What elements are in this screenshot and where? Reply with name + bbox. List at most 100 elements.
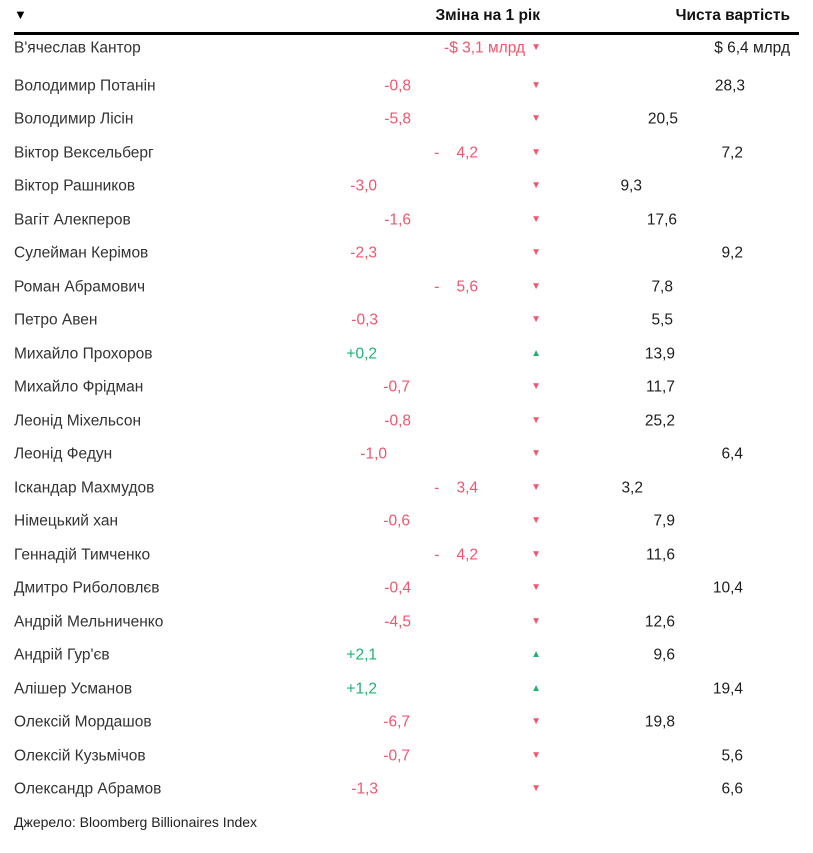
person-name: Михайло Прохоров	[14, 345, 153, 362]
table-row: Геннадій Тимченко - 4,2 ▼ 11,6	[0, 538, 813, 572]
source-note: Джерело: Bloomberg Billionaires Index	[14, 814, 258, 830]
net-worth-value: 7,8	[651, 278, 673, 295]
change-direction-icon: ▼	[531, 548, 541, 560]
person-name: Вагіт Алекперов	[14, 211, 131, 228]
net-worth-value: 7,9	[653, 512, 675, 530]
net-worth-value: 19,8	[644, 713, 675, 731]
table-row: Олексій Мордашов -6,7 ▼ 19,8	[0, 706, 813, 740]
change-direction-icon: ▼	[531, 414, 541, 426]
person-name: Віктор Вексельберг	[14, 144, 154, 161]
person-name: Роман Абрамович	[14, 278, 146, 295]
net-worth-value: 25,2	[644, 412, 675, 429]
table-row: Петро Авен -0,3 ▼ 5,5	[0, 304, 813, 338]
column-header-net-worth: Чиста вартість	[675, 7, 790, 24]
person-name: Леонід Міхельсон	[14, 412, 142, 429]
table-row: Олександр Абрамов -1,3 ▼ 6,6	[0, 773, 813, 807]
net-worth-value: 9,3	[620, 177, 642, 195]
change-direction-icon: ▼	[531, 716, 541, 728]
change-value: -0,8	[384, 412, 411, 429]
person-name: Дмитро Риболовлєв	[14, 579, 160, 597]
table-row: Віктор Вексельберг - 4,2 ▼ 7,2	[0, 136, 813, 170]
person-name: Віктор Рашников	[14, 177, 136, 195]
change-direction-icon: ▼	[531, 381, 541, 393]
person-name: Михайло Фрідман	[14, 378, 144, 396]
change-direction-icon: ▼	[531, 582, 541, 594]
net-worth-value: 12,6	[644, 613, 675, 630]
person-name: Володимир Потанін	[14, 77, 156, 94]
net-worth-value: 10,4	[712, 579, 743, 597]
table-row: Віктор Рашников -3,0 ▼ 9,3	[0, 170, 813, 204]
net-worth-value: 9,6	[653, 646, 675, 664]
net-worth-value: 28,3	[714, 77, 745, 94]
net-worth-value: 5,5	[651, 311, 673, 329]
change-value: - 5,6	[434, 278, 478, 295]
change-direction-icon: ▼	[531, 280, 541, 292]
table-row: Дмитро Риболовлєв -0,4 ▼ 10,4	[0, 572, 813, 606]
net-worth-value: 11,7	[645, 378, 675, 396]
change-value: -0,6	[383, 512, 410, 530]
net-worth-value: 20,5	[647, 110, 678, 128]
change-direction-icon: ▼	[531, 146, 541, 158]
person-name: Сулейман Керімов	[14, 244, 149, 262]
person-name: Німецький хан	[14, 512, 119, 530]
change-value: -2,3	[350, 244, 377, 262]
table-row: Іскандар Махмудов - 3,4 ▼ 3,2	[0, 471, 813, 505]
change-value: - 3,4	[434, 479, 478, 496]
net-worth-value: $ 6,4 млрд	[714, 39, 790, 57]
change-direction-icon: ▼	[531, 314, 541, 326]
table-row: В'ячеслав Кантор -$ 3,1 млрд ▼ $ 6,4 млр…	[0, 37, 813, 59]
change-value: -0,7	[383, 378, 410, 396]
change-value: -0,8	[384, 77, 411, 94]
change-direction-icon: ▼	[531, 615, 541, 627]
table-row: Німецький хан -0,6 ▼ 7,9	[0, 505, 813, 539]
table-row: Андрій Гур'єв +2,1 ▲ 9,6	[0, 639, 813, 673]
change-value: -6,7	[383, 713, 410, 731]
person-name: Андрій Мельниченко	[14, 613, 164, 630]
table-row: Михайло Прохоров +0,2 ▲ 13,9	[0, 337, 813, 371]
table-row: Андрій Мельниченко -4,5 ▼ 12,6	[0, 605, 813, 639]
net-worth-value: 6,6	[721, 780, 743, 798]
table-row: Володимир Потанін -0,8 ▼ 28,3	[0, 69, 813, 103]
change-direction-icon: ▼	[531, 213, 541, 225]
person-name: Андрій Гур'єв	[14, 646, 110, 664]
change-direction-icon: ▼	[531, 79, 541, 91]
change-value: -1,6	[384, 211, 411, 228]
table-row: Вагіт Алекперов -1,6 ▼ 17,6	[0, 203, 813, 237]
person-name: Іскандар Махмудов	[14, 479, 155, 496]
person-name: Олексій Мордашов	[14, 713, 152, 731]
sort-descending-icon[interactable]: ▼	[14, 7, 27, 22]
net-worth-value: 19,4	[712, 680, 743, 697]
change-direction-icon: ▼	[531, 247, 541, 259]
net-worth-value: 9,2	[721, 244, 743, 262]
table-row: Роман Абрамович - 5,6 ▼ 7,8	[0, 270, 813, 304]
net-worth-value: 17,6	[646, 211, 677, 228]
change-direction-icon: ▲	[531, 347, 541, 359]
person-name: В'ячеслав Кантор	[14, 39, 141, 57]
table-body: В'ячеслав Кантор -$ 3,1 млрд ▼ $ 6,4 млр…	[0, 35, 813, 806]
change-value: -3,0	[350, 177, 377, 195]
change-direction-icon: ▼	[531, 749, 541, 761]
change-value: -0,7	[383, 747, 410, 764]
change-value: +2,1	[346, 646, 377, 664]
table-row: Леонід Федун -1,0 ▼ 6,4	[0, 438, 813, 472]
person-name: Леонід Федун	[14, 445, 113, 463]
change-direction-icon: ▲	[531, 682, 541, 694]
change-value: +1,2	[346, 680, 377, 697]
table-row: Леонід Міхельсон -0,8 ▼ 25,2	[0, 404, 813, 438]
change-value: -1,0	[360, 445, 387, 463]
table-row: Володимир Лісін -5,8 ▼ 20,5	[0, 103, 813, 137]
table-row: Олексій Кузьмічов -0,7 ▼ 5,6	[0, 739, 813, 773]
person-name: Петро Авен	[14, 311, 98, 329]
table-row: Михайло Фрідман -0,7 ▼ 11,7	[0, 371, 813, 405]
change-value: - 4,2	[434, 546, 478, 563]
change-value: - 4,2	[434, 144, 478, 161]
change-direction-icon: ▼	[531, 448, 541, 460]
change-direction-icon: ▼	[531, 783, 541, 795]
person-name: Олександр Абрамов	[14, 780, 162, 798]
change-direction-icon: ▼	[531, 180, 541, 192]
person-name: Олексій Кузьмічов	[14, 747, 146, 764]
table-row: Сулейман Керімов -2,3 ▼ 9,2	[0, 237, 813, 271]
change-value: -4,5	[384, 613, 411, 630]
change-direction-icon: ▼	[531, 113, 541, 125]
